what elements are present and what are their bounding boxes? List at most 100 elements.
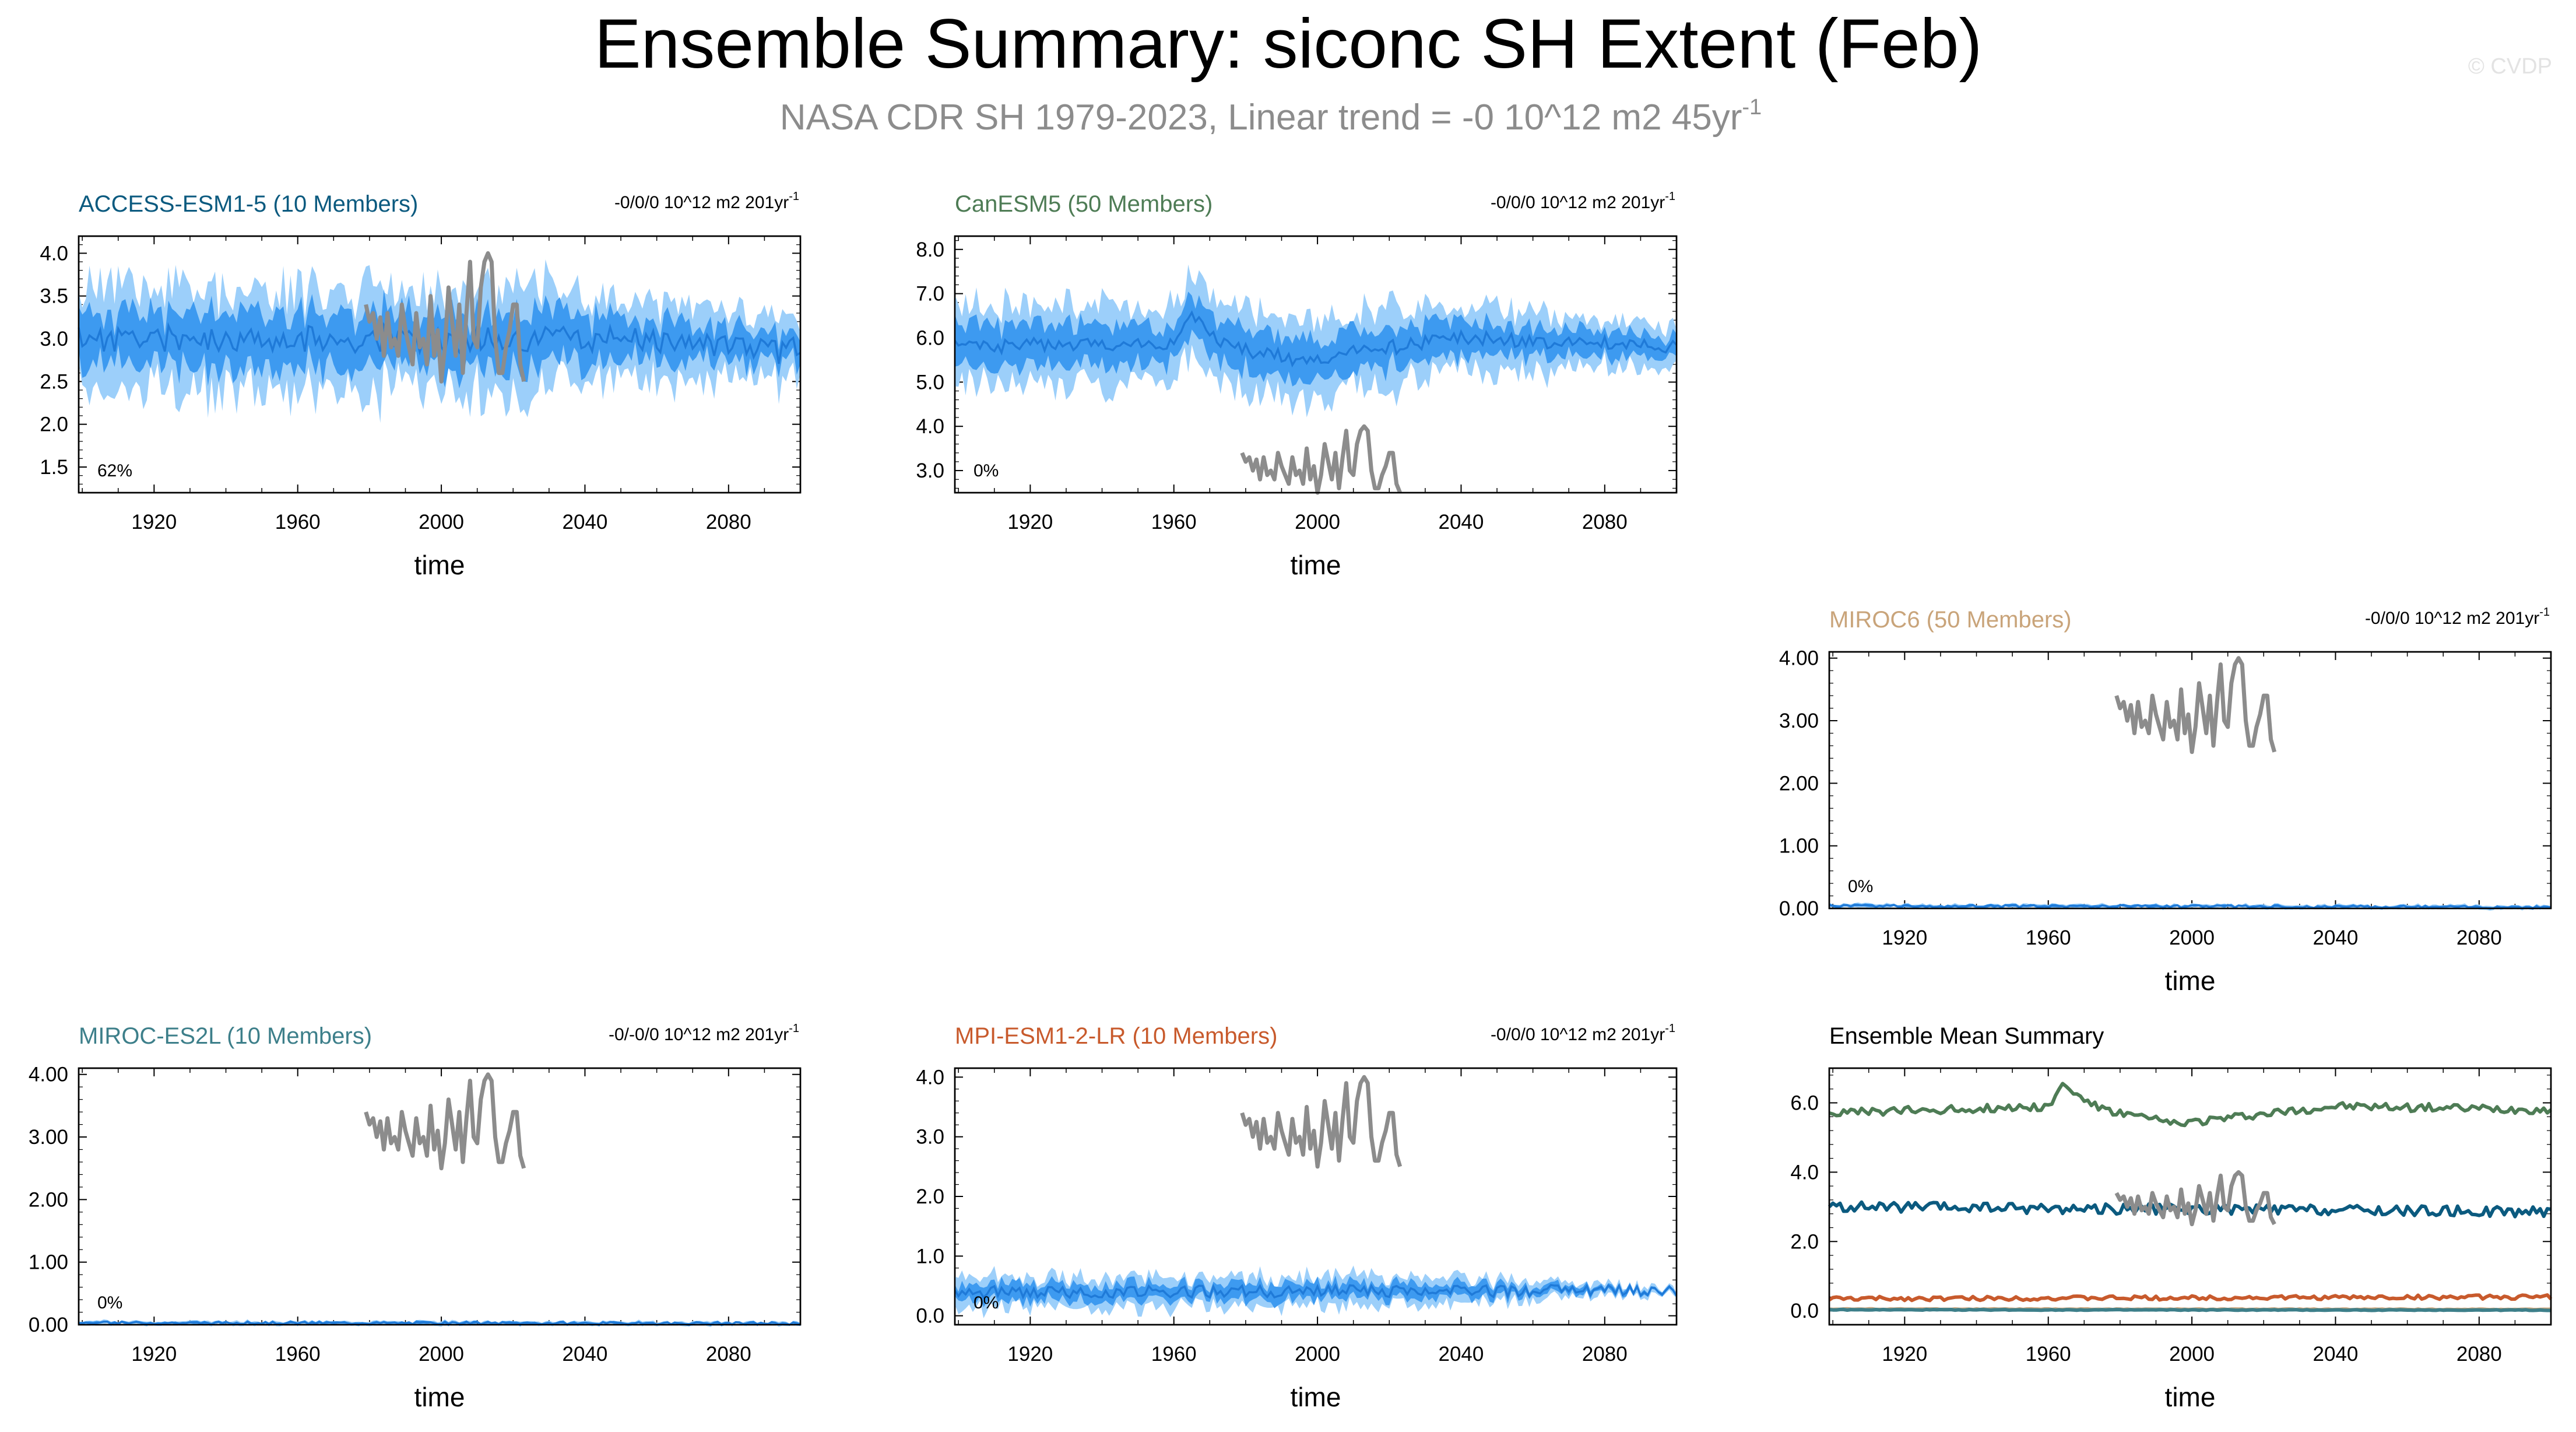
subtitle-text: NASA CDR SH 1979-2023, Linear trend = -0…	[780, 97, 1742, 138]
trend-label: -0/0/0 10^12 m2 201yr-1	[1491, 1022, 1675, 1044]
panel-mirocs: 1920 1960 2000 2040 2080 0.00 1.00 2.00 3.00 4.00…	[29, 1022, 802, 1412]
y-tick-label: 3.0	[916, 459, 944, 482]
x-axis-label: time	[1291, 1382, 1341, 1412]
y-tick-label: 1.00	[1779, 835, 1819, 858]
y-tick-label: 4.00	[1779, 647, 1819, 670]
x-tick-label: 2080	[706, 1343, 751, 1366]
x-axis-label: time	[414, 550, 465, 580]
x-tick-label: 1920	[1882, 926, 1927, 949]
observed-series-line	[1240, 1075, 1403, 1169]
x-tick-label: 2000	[419, 1343, 464, 1366]
outer-range-band	[955, 264, 1677, 417]
y-tick-label: 3.0	[916, 1126, 944, 1149]
panel-mpi: 1920 1960 2000 2040 2080 0.0 1.0 2.0 3.0 4.0 time M…	[916, 1022, 1678, 1412]
x-tick-label: 1920	[1007, 1343, 1053, 1366]
ensemble-mean-line	[954, 1283, 1678, 1300]
trend-superscript: -1	[1665, 190, 1675, 203]
trend-text: -0/0/0 10^12 m2 201yr	[1491, 193, 1665, 212]
x-tick-label: 2000	[2169, 926, 2215, 949]
panels: 1920 1960 2000 2040 2080 1.5 2.0 2.5 3.0 3.5 4.0 ti…	[29, 190, 2553, 1412]
percent-label: 0%	[974, 461, 999, 480]
percent-label: 0%	[1848, 877, 1873, 896]
ensemble-mean-line	[1829, 904, 2552, 910]
trend-superscript: -1	[1665, 1022, 1675, 1035]
x-tick-label: 2080	[706, 511, 751, 534]
summary-series-line	[1829, 1082, 2552, 1128]
y-tick-label: 2.0	[1790, 1230, 1819, 1253]
x-axis-label: time	[1291, 550, 1341, 580]
y-tick-label: 0.00	[1779, 897, 1819, 920]
trend-label: -0/-0/0 10^12 m2 201yr-1	[609, 1022, 799, 1044]
plot-frame-overlay	[1828, 1067, 2552, 1326]
y-tick-label: 2.5	[40, 370, 68, 393]
y-tick-label: 4.0	[916, 1066, 944, 1089]
x-tick-label: 2000	[1295, 511, 1340, 534]
y-tick-label: 0.0	[1790, 1300, 1819, 1322]
percent-label: 0%	[97, 1293, 122, 1312]
trend-text: -0/0/0 10^12 m2 201yr	[614, 193, 789, 212]
y-tick-label: 5.0	[916, 371, 944, 394]
trend-text: -0/0/0 10^12 m2 201yr	[1491, 1025, 1665, 1044]
panel-miroc6: 1920 1960 2000 2040 2080 0.00 1.00 2.00 3.00 4.00…	[1779, 606, 2552, 996]
x-tick-label: 1920	[1007, 511, 1053, 534]
x-tick-label: 1960	[275, 511, 321, 534]
x-tick-label: 2040	[563, 1343, 608, 1366]
summary-title: Ensemble Mean Summary	[1829, 1023, 2104, 1049]
x-tick-label: 2000	[1295, 1343, 1340, 1366]
y-tick-label: 3.0	[40, 328, 68, 350]
percent-label: 0%	[974, 1293, 999, 1312]
x-tick-label: 1960	[2026, 926, 2071, 949]
y-tick-label: 6.0	[1790, 1091, 1819, 1114]
x-tick-label: 2040	[1439, 1343, 1484, 1366]
plot-frame-overlay	[1828, 651, 2552, 910]
y-tick-label: 2.0	[916, 1185, 944, 1208]
x-tick-label: 1960	[275, 1343, 321, 1366]
figure-title: Ensemble Summary: siconc SH Extent (Feb)	[595, 5, 1983, 83]
panel-title: ACCESS-ESM1-5 (10 Members)	[79, 191, 418, 217]
trend-superscript: -1	[789, 190, 799, 203]
y-tick-label: 2.00	[29, 1188, 68, 1211]
panel-access: 1920 1960 2000 2040 2080 1.5 2.0 2.5 3.0 3.5 4.0 ti…	[40, 190, 802, 580]
y-tick-label: 2.00	[1779, 772, 1819, 795]
y-tick-label: 4.00	[29, 1064, 68, 1086]
y-tick-label: 3.00	[29, 1126, 68, 1149]
x-tick-label: 2080	[2456, 926, 2502, 949]
trend-label: -0/0/0 10^12 m2 201yr-1	[2365, 606, 2550, 628]
x-tick-label: 1920	[1882, 1343, 1927, 1366]
subtitle-superscript: -1	[1742, 95, 1762, 120]
x-tick-label: 1920	[131, 1343, 177, 1366]
panel-summary: 1920 1960 2000 2040 2080 0.0 2.0 4.0 6.0 time Ense…	[1790, 1023, 2553, 1412]
x-tick-label: 2040	[2313, 1343, 2359, 1366]
plot-frame	[1828, 651, 2552, 910]
y-tick-label: 4.0	[1790, 1161, 1819, 1184]
panel-canesm: 1920 1960 2000 2040 2080 3.0 4.0 5.0 6.0 7.0 8.0 ti…	[916, 190, 1678, 580]
observed-series-line	[364, 1072, 526, 1171]
plot-frame	[1828, 1067, 2552, 1326]
panel-title: MIROC-ES2L (10 Members)	[79, 1023, 372, 1049]
panel-title: MIROC6 (50 Members)	[1829, 607, 2072, 633]
trend-label: -0/0/0 10^12 m2 201yr-1	[1491, 190, 1675, 212]
summary-series-line	[1829, 1307, 2551, 1312]
y-tick-label: 7.0	[916, 283, 944, 306]
y-tick-label: 4.0	[40, 242, 68, 265]
inner-range-band	[955, 292, 1677, 387]
y-tick-label: 0.00	[29, 1314, 68, 1336]
percent-label: 62%	[97, 461, 132, 480]
trend-superscript: -1	[2539, 606, 2550, 619]
x-tick-label: 2040	[2313, 926, 2359, 949]
x-tick-label: 1960	[1151, 1343, 1197, 1366]
x-axis-label: time	[414, 1382, 465, 1412]
observed-series-line	[1240, 424, 1402, 495]
y-tick-label: 0.0	[916, 1305, 944, 1328]
y-tick-label: 8.0	[916, 238, 944, 261]
plot-frame-overlay	[954, 235, 1678, 494]
x-tick-label: 2000	[419, 511, 464, 534]
y-tick-label: 6.0	[916, 327, 944, 349]
panel-title: MPI-ESM1-2-LR (10 Members)	[955, 1023, 1277, 1049]
x-axis-label: time	[2165, 1382, 2216, 1412]
x-tick-label: 2040	[1439, 511, 1484, 534]
x-tick-label: 1920	[131, 511, 177, 534]
plot-frame-overlay	[78, 1067, 802, 1326]
observed-series-line	[2114, 656, 2277, 754]
